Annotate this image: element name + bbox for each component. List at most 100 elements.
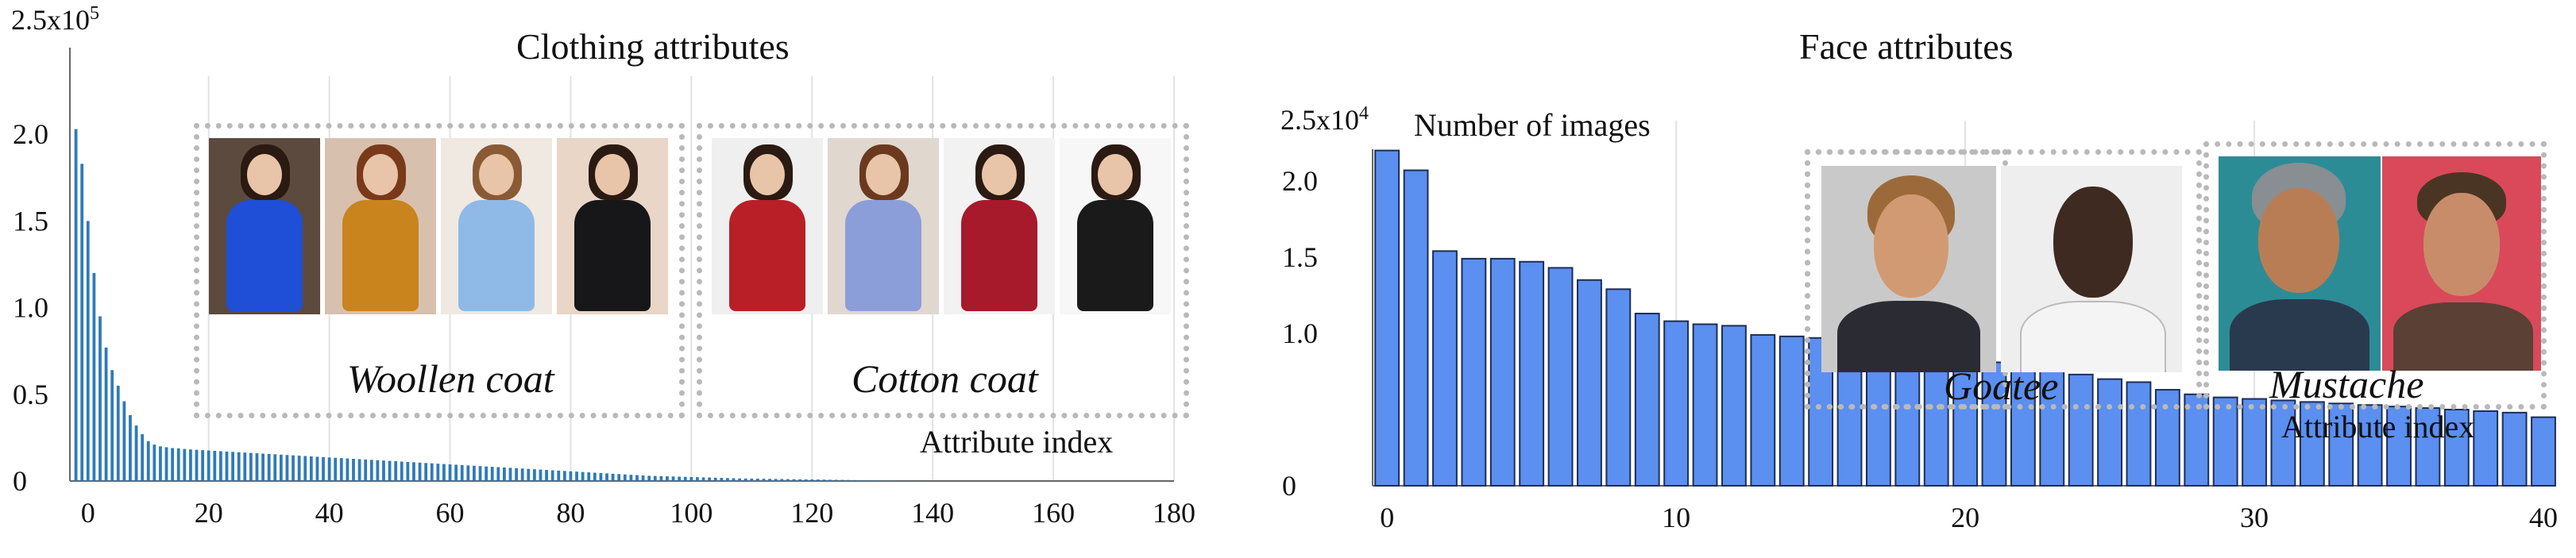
mustache-caption: Mustache [2269, 362, 2424, 406]
clothing-bar [696, 477, 699, 481]
clothing-bar [617, 474, 621, 481]
clothing-bar [201, 450, 205, 481]
cotton-thumb-3 [944, 138, 1055, 314]
clothing-bar [195, 449, 199, 481]
clothing-bar [852, 479, 856, 481]
clothing-bar [327, 457, 331, 481]
woollen-coat-thumbnails [209, 138, 668, 314]
clothing-bar [653, 475, 657, 481]
clothing-bar [303, 456, 307, 481]
clothing-bar [315, 456, 319, 481]
clothing-bar [376, 460, 380, 481]
clothing-x-tick-label: 20 [195, 497, 223, 529]
woollen-thumb-2 [325, 138, 436, 314]
cotton-thumb-4 [1060, 138, 1171, 314]
goatee-face-2 [2001, 166, 2182, 372]
clothing-y-tick-label: 0 [13, 465, 27, 497]
clothing-bar [74, 129, 78, 481]
clothing-x-tick-label: 60 [436, 497, 465, 529]
face-bar [1778, 335, 1805, 487]
clothing-bar [798, 479, 801, 481]
clothing-bar [756, 479, 759, 481]
clothing-bar [394, 461, 398, 481]
clothing-bar [225, 451, 229, 481]
face-bar [1692, 323, 1718, 487]
face-y-tick-label: 2.0 [1282, 165, 1318, 197]
face-bar [2473, 410, 2499, 487]
face-ymax-exponent: 4 [1359, 103, 1369, 124]
clothing-bar [545, 470, 548, 481]
clothing-bar [249, 452, 253, 481]
cotton-coat-caption: Cotton coat [852, 356, 1038, 401]
clothing-bar [859, 479, 862, 481]
clothing-bar [243, 452, 247, 481]
face-bar [1461, 257, 1487, 487]
clothing-chart-title: Clothing attributes [516, 26, 790, 67]
clothing-bar [171, 448, 175, 481]
clothing-bar [110, 370, 114, 481]
clothing-bar [382, 460, 385, 481]
clothing-bar [611, 473, 615, 481]
clothing-x-tick-label: 40 [315, 497, 344, 529]
clothing-bar [508, 468, 512, 481]
clothing-bar [478, 466, 482, 481]
clothing-bar [713, 477, 717, 481]
clothing-bar [774, 479, 778, 481]
clothing-bar [623, 474, 627, 481]
face-bar [2328, 402, 2354, 487]
face-x-tick-label: 30 [2240, 502, 2269, 533]
clothing-bar [762, 479, 766, 481]
clothing-bar [750, 478, 754, 481]
clothing-x-tick-label: 140 [911, 497, 954, 529]
clothing-bar [418, 462, 422, 481]
clothing-bar [635, 475, 639, 481]
face-bar [1374, 149, 1400, 487]
cotton-coat-thumbnails [712, 138, 1171, 314]
clothing-bar [424, 463, 428, 481]
clothing-bar [116, 385, 120, 481]
clothing-bar [575, 471, 578, 481]
face-x-tick-label: 0 [1380, 502, 1394, 533]
clothing-bar [430, 463, 434, 481]
clothing-y-tick-label: 2.0 [13, 118, 48, 150]
clothing-bar [671, 476, 675, 481]
face-bar [2270, 399, 2296, 487]
clothing-bar [292, 455, 295, 481]
clothing-bar [92, 272, 96, 481]
clothing-bar [708, 477, 712, 481]
face-ymax-label: 2.5x104 [1280, 103, 1369, 137]
clothing-bar [129, 415, 132, 481]
clothing-bar [732, 478, 736, 481]
face-y-tick-label: 1.0 [1282, 317, 1318, 349]
clothing-bar [334, 457, 338, 481]
mustache-face-2 [2382, 156, 2541, 371]
clothing-bar [738, 478, 742, 481]
face-x-tick-label: 10 [1662, 502, 1690, 533]
face-bar [2097, 378, 2122, 487]
clothing-bar [587, 472, 591, 481]
goatee-face-1 [1821, 166, 1996, 372]
clothing-bar [122, 401, 126, 481]
clothing-bar [357, 459, 361, 481]
clothing-bar [164, 447, 168, 481]
clothing-bar [146, 441, 150, 481]
face-bar [1403, 169, 1429, 487]
mustache-face-1 [2219, 156, 2381, 371]
clothing-bar [104, 347, 108, 481]
clothing-bar [786, 479, 790, 481]
face-bar [1577, 279, 1602, 487]
clothing-bar [834, 479, 838, 481]
clothing-bar [86, 221, 90, 481]
clothing-bar [743, 478, 747, 481]
clothing-bar [322, 456, 325, 481]
clothing-bar [466, 465, 470, 481]
face-bar [1721, 325, 1747, 487]
face-bar [1432, 250, 1458, 487]
clothing-bar [527, 468, 531, 481]
clothing-bar [218, 451, 222, 481]
mustache-inset: Mustache [2203, 141, 2547, 410]
face-bar [2242, 398, 2267, 487]
clothing-bar [550, 470, 554, 481]
clothing-bar [689, 476, 693, 481]
clothing-bar [80, 164, 84, 481]
